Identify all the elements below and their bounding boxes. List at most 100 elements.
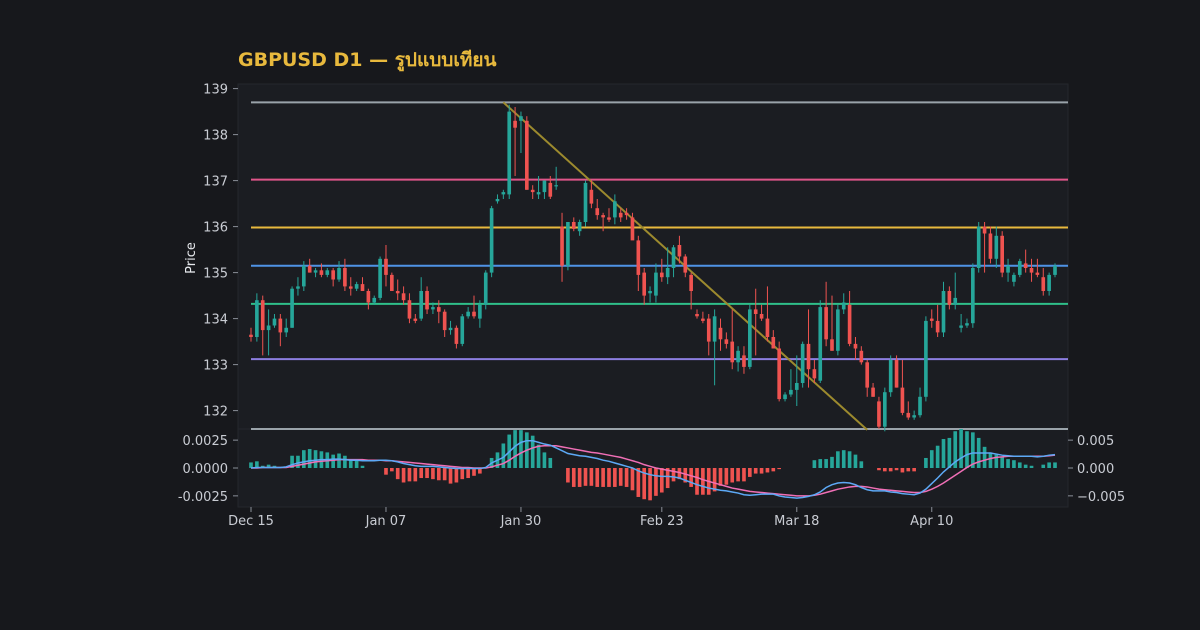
macd-histogram-bar — [701, 468, 705, 495]
macd-panel — [237, 428, 1069, 508]
candle-body — [654, 272, 658, 296]
candle — [947, 286, 952, 310]
candle-body — [677, 245, 682, 257]
macd-histogram-bar — [1012, 460, 1016, 468]
candle-body — [542, 180, 547, 193]
macd-left-tick-label: -0.0025 — [178, 490, 228, 505]
macd-histogram-bar — [566, 468, 570, 483]
price-tick-label: 133 — [203, 359, 228, 374]
candle — [994, 226, 999, 268]
macd-lines — [250, 439, 1056, 499]
candle-body — [1035, 272, 1040, 275]
macd-histogram-bar — [824, 459, 828, 468]
candle-body — [888, 360, 893, 393]
macd-histogram-bar — [988, 452, 993, 468]
candle-body — [378, 258, 382, 298]
candle-body — [665, 268, 670, 278]
candle — [507, 104, 512, 199]
candle-body — [301, 265, 306, 287]
candle-body — [830, 339, 834, 351]
macd-histogram-bar — [906, 468, 911, 472]
price-tick-label: 135 — [203, 267, 228, 282]
candle-body — [648, 291, 652, 294]
candle — [542, 180, 547, 199]
candle-body — [460, 316, 465, 344]
candle-body — [994, 235, 999, 259]
candle — [454, 325, 459, 349]
price-tick-label: 138 — [203, 129, 228, 144]
candle — [894, 355, 899, 388]
candle — [830, 295, 834, 351]
candle-body — [953, 297, 958, 305]
candle-body — [730, 341, 735, 363]
candle — [812, 360, 817, 383]
macd-histogram-bar — [971, 432, 975, 468]
candle-body — [331, 270, 335, 280]
macd-histogram-bar — [900, 468, 905, 473]
macd-histogram-bar — [748, 468, 752, 477]
candle — [900, 360, 905, 416]
candle — [472, 295, 476, 319]
candle-body — [683, 256, 688, 273]
candle — [407, 293, 412, 324]
macd-histogram-bar — [395, 468, 400, 480]
candle — [413, 314, 418, 324]
macd-histogram-bar — [912, 468, 916, 472]
candle — [1041, 268, 1046, 296]
candle-body — [255, 300, 259, 337]
candle — [753, 288, 758, 356]
candle-body — [589, 189, 594, 204]
macd-histogram-bar — [542, 452, 547, 468]
candle — [742, 346, 746, 374]
candle-body — [841, 302, 846, 310]
macd-histogram-bar — [431, 468, 435, 480]
candle — [648, 286, 652, 303]
macd-histogram-bar — [836, 451, 840, 468]
macd-histogram-bar — [530, 435, 535, 468]
macd-histogram-bar — [436, 468, 441, 481]
macd-histogram-bar — [853, 454, 858, 468]
candle-body — [431, 307, 435, 310]
macd-histogram-bar — [296, 455, 300, 468]
candle-body — [448, 327, 453, 331]
candle-body — [706, 318, 711, 342]
candle — [613, 194, 617, 225]
macd-histogram-bar — [982, 446, 987, 468]
candle — [953, 272, 958, 310]
candle-body — [401, 293, 406, 301]
candle-body — [971, 268, 975, 324]
macd-histogram-bar — [718, 468, 723, 486]
candle — [483, 270, 488, 310]
candle — [1023, 249, 1028, 273]
candle-body — [1029, 268, 1034, 273]
macd-histogram-bar — [301, 450, 306, 468]
candle-body — [859, 350, 864, 363]
candle-body — [384, 258, 388, 275]
candle-body — [284, 327, 289, 333]
candle-body — [630, 217, 635, 241]
candle-body — [871, 387, 875, 397]
candle — [706, 314, 711, 356]
candle — [765, 286, 770, 342]
candle-body — [554, 185, 558, 187]
candle — [806, 309, 811, 388]
candle-body — [736, 350, 740, 363]
price-tick-label: 132 — [203, 405, 228, 420]
candle-body — [918, 396, 922, 416]
candle — [941, 281, 946, 337]
date-axis: Dec 15 Jan 07 Jan 30 Feb 23 Mar 18 Apr 10 — [228, 507, 953, 529]
candle-body — [753, 309, 758, 314]
date-tick-label: Mar 18 — [774, 514, 819, 529]
candle — [959, 314, 963, 333]
candle-body — [442, 311, 447, 331]
macd-left-tick-label: 0.0025 — [183, 434, 229, 449]
candle-body — [912, 415, 916, 418]
candle-body — [519, 116, 523, 121]
candle-body — [366, 291, 371, 303]
price-tick-label: 136 — [203, 221, 228, 236]
candle — [689, 272, 693, 310]
candle — [589, 180, 594, 209]
candle-body — [959, 325, 963, 328]
candle-body — [260, 300, 265, 331]
